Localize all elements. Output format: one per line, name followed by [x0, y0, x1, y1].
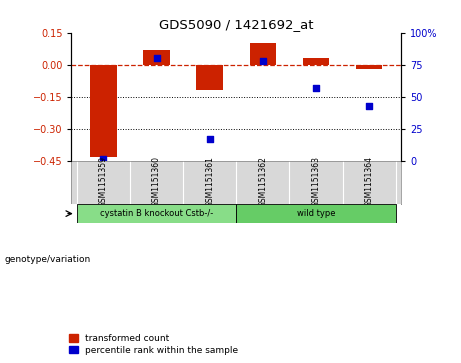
Title: GDS5090 / 1421692_at: GDS5090 / 1421692_at	[159, 19, 313, 32]
Text: GSM1151359: GSM1151359	[99, 156, 108, 207]
Point	[100, 156, 107, 162]
Legend: transformed count, percentile rank within the sample: transformed count, percentile rank withi…	[69, 334, 238, 355]
Text: GSM1151360: GSM1151360	[152, 156, 161, 207]
Point	[259, 58, 266, 64]
Bar	[236, 204, 396, 223]
Bar	[77, 204, 236, 223]
Text: wild type: wild type	[297, 209, 335, 218]
Text: GSM1151362: GSM1151362	[258, 156, 267, 207]
Text: cystatin B knockout Cstb-/-: cystatin B knockout Cstb-/-	[100, 209, 213, 218]
Text: genotype/variation: genotype/variation	[5, 255, 91, 264]
Bar	[143, 50, 170, 65]
Bar	[356, 65, 383, 69]
Bar	[303, 58, 329, 65]
Bar	[90, 65, 117, 157]
Text: GSM1151363: GSM1151363	[312, 156, 320, 207]
Point	[153, 56, 160, 61]
Bar	[249, 43, 276, 65]
Point	[366, 103, 373, 109]
Text: GSM1151364: GSM1151364	[365, 156, 374, 207]
Bar	[196, 65, 223, 90]
Point	[206, 136, 213, 142]
Point	[312, 85, 319, 91]
Text: GSM1151361: GSM1151361	[205, 156, 214, 207]
